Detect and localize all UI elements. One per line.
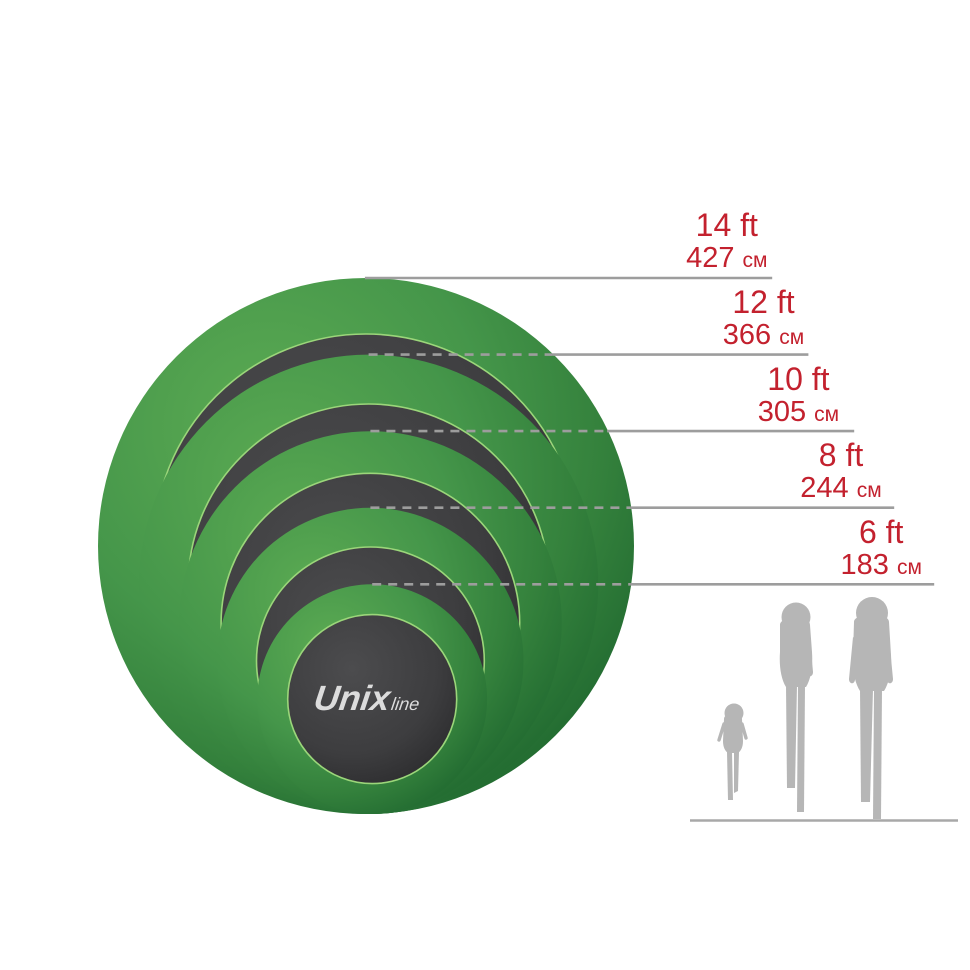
svg-text:12 ft: 12 ft [732, 284, 794, 320]
svg-text:8 ft: 8 ft [819, 437, 864, 473]
svg-text:10 ft: 10 ft [767, 361, 829, 397]
svg-text:305 см: 305 см [758, 396, 839, 428]
svg-text:244 см: 244 см [800, 472, 881, 504]
svg-text:14 ft: 14 ft [696, 207, 758, 243]
svg-text:6 ft: 6 ft [859, 514, 904, 550]
svg-text:183 см: 183 см [841, 549, 922, 581]
svg-text:427 см: 427 см [686, 242, 767, 274]
svg-text:366 см: 366 см [723, 319, 804, 351]
